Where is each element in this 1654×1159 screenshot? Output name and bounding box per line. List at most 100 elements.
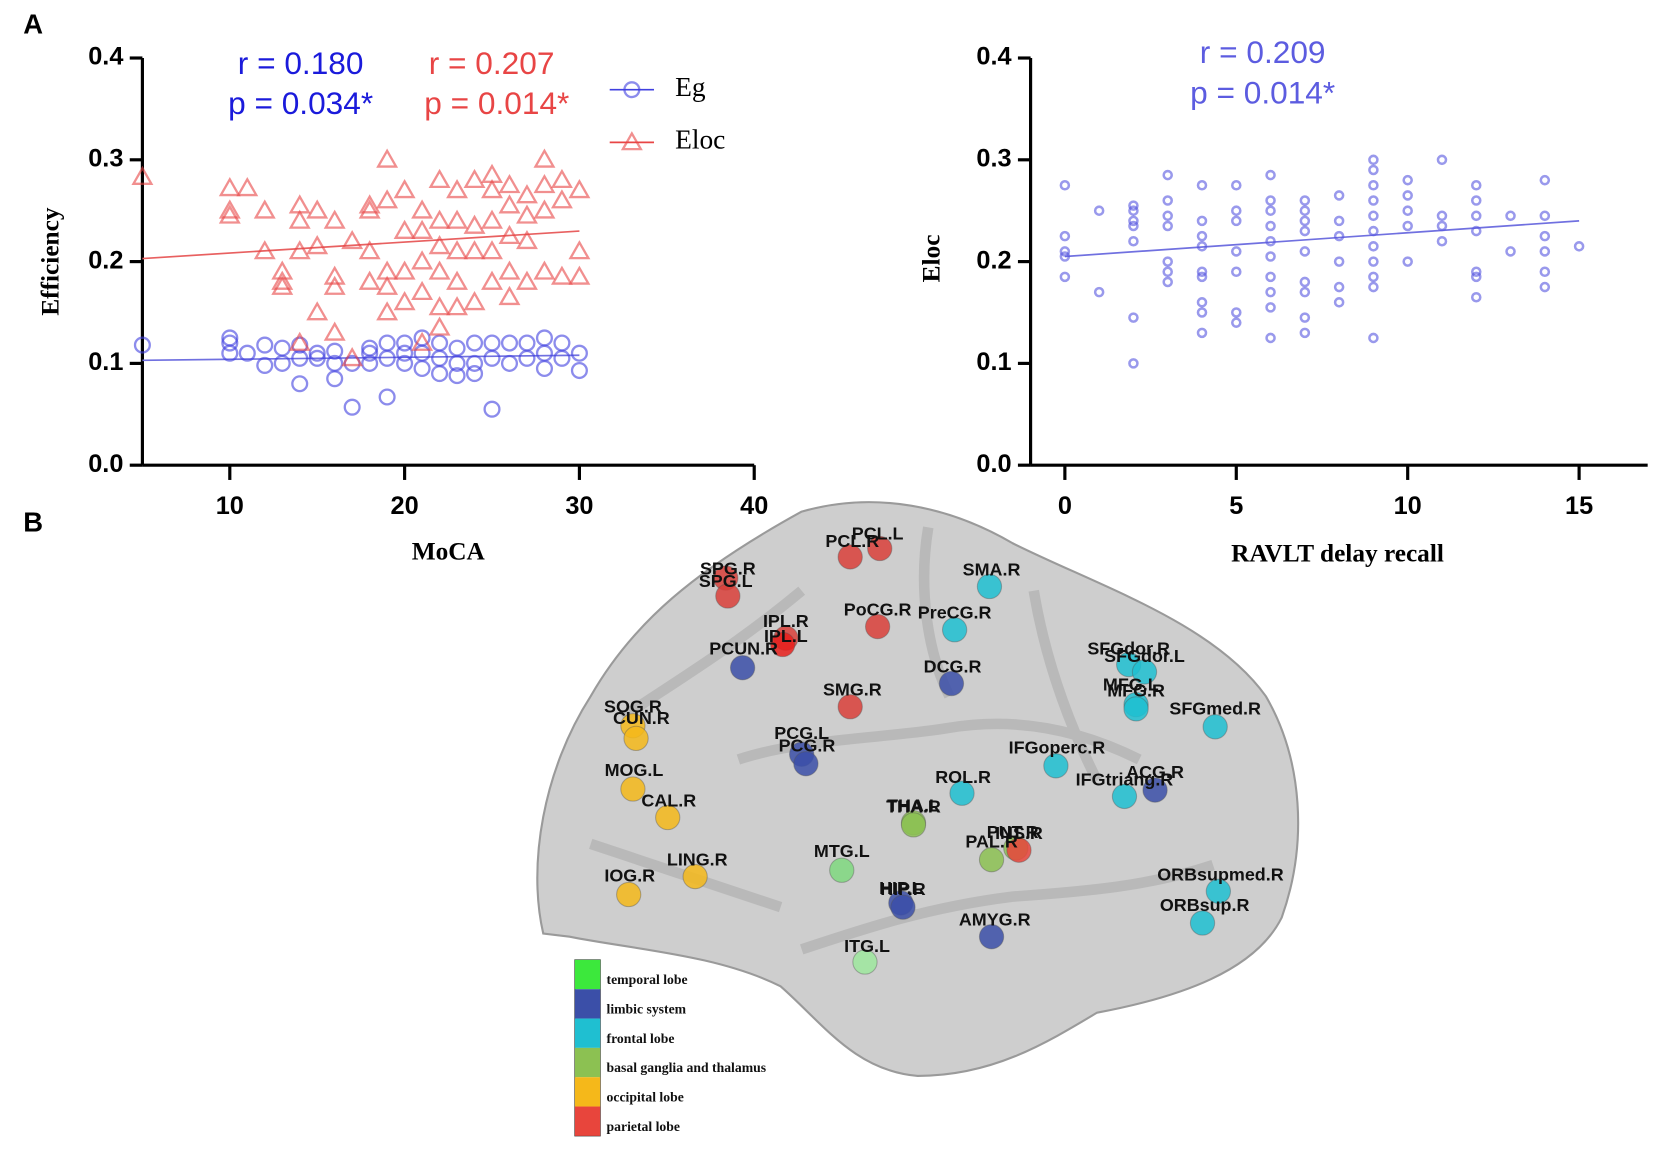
point — [1299, 215, 1311, 227]
point — [323, 321, 346, 341]
point — [516, 270, 538, 290]
x-tick-label: 0 — [1058, 492, 1072, 520]
point — [1299, 225, 1311, 237]
point — [1231, 215, 1242, 227]
point — [1368, 154, 1379, 166]
point — [568, 179, 591, 199]
point — [361, 344, 379, 362]
legend-swatch — [574, 959, 601, 990]
x-tick-label: 10 — [216, 492, 244, 520]
point — [1299, 312, 1311, 323]
point — [1196, 241, 1208, 252]
node-label: PoCG.R — [844, 599, 912, 619]
point — [498, 194, 521, 214]
node-label: MFG.R — [1107, 681, 1165, 701]
point — [1231, 179, 1242, 191]
x-tick-label: 5 — [1229, 492, 1243, 520]
point — [448, 367, 466, 385]
legend-label: basal ganglia and thalamus — [607, 1060, 767, 1075]
point — [256, 336, 274, 354]
brain-node — [829, 857, 855, 883]
point — [1231, 266, 1242, 278]
point — [535, 329, 553, 347]
point — [428, 296, 451, 316]
point — [481, 209, 503, 229]
y-tick-label: 0.1 — [88, 348, 123, 376]
brain-node — [837, 544, 863, 570]
brain-node — [623, 725, 649, 752]
node-label: SMG.R — [823, 680, 882, 700]
point — [518, 334, 536, 352]
point — [1128, 215, 1139, 227]
point — [1196, 230, 1208, 242]
point — [481, 270, 503, 290]
node-label: ITG.L — [844, 936, 890, 956]
point — [361, 354, 379, 372]
point — [428, 235, 451, 255]
point — [1059, 246, 1071, 257]
point — [431, 365, 449, 383]
point — [1128, 358, 1139, 369]
brain-node — [1202, 714, 1228, 740]
brain-node — [978, 924, 1005, 950]
point — [411, 280, 434, 301]
brain-node — [1205, 878, 1232, 905]
node-label: SPG.R — [700, 558, 756, 578]
y-axis-label: Eloc — [917, 235, 945, 283]
point — [376, 301, 399, 321]
node-label: DCG.R — [924, 656, 982, 676]
brain-node — [620, 776, 646, 802]
node-label: LING.R — [667, 849, 728, 869]
point — [376, 148, 399, 168]
node-label: SFGmed.R — [1169, 699, 1261, 719]
point — [1402, 205, 1413, 216]
point — [1128, 200, 1139, 211]
point — [1368, 179, 1379, 191]
legend-label: temporal lobe — [607, 972, 688, 987]
point — [533, 199, 556, 219]
point — [323, 265, 346, 285]
point — [1265, 302, 1276, 313]
point — [428, 260, 451, 280]
brain-node — [941, 617, 968, 643]
point — [1368, 281, 1379, 293]
point — [428, 316, 451, 336]
brain-node — [1043, 753, 1069, 779]
point — [428, 209, 451, 229]
point — [358, 199, 381, 219]
point — [238, 344, 256, 362]
node-label: MTG.L — [814, 841, 870, 861]
point — [253, 240, 276, 260]
node-label: MOG.L — [605, 760, 664, 780]
point — [463, 214, 486, 234]
point — [376, 189, 399, 209]
point — [341, 229, 364, 250]
annotation: r = 0.209 — [1200, 34, 1326, 70]
point — [1162, 276, 1173, 288]
trend-line — [1064, 220, 1580, 258]
node-label: HIP.L — [879, 878, 923, 898]
point — [323, 209, 346, 229]
y-tick-label: 0.3 — [976, 144, 1011, 172]
node-label: ORBsupmed.R — [1157, 864, 1284, 884]
brain-node — [890, 894, 916, 920]
node-label: PCG.L — [774, 723, 829, 743]
point — [1231, 205, 1242, 216]
point — [550, 189, 573, 209]
point — [288, 209, 311, 229]
node-label: SPG.L — [699, 571, 753, 591]
point — [465, 334, 484, 352]
point — [1333, 215, 1345, 227]
point — [358, 270, 381, 290]
point — [341, 346, 364, 367]
node-label: CUN.R — [613, 708, 670, 728]
legend-swatch — [574, 1047, 601, 1078]
point — [1470, 225, 1482, 237]
point — [1505, 246, 1516, 257]
point — [1436, 210, 1448, 222]
point — [1573, 241, 1585, 252]
point — [273, 354, 291, 372]
point — [1231, 307, 1242, 318]
point — [1470, 179, 1482, 191]
point — [376, 275, 399, 295]
